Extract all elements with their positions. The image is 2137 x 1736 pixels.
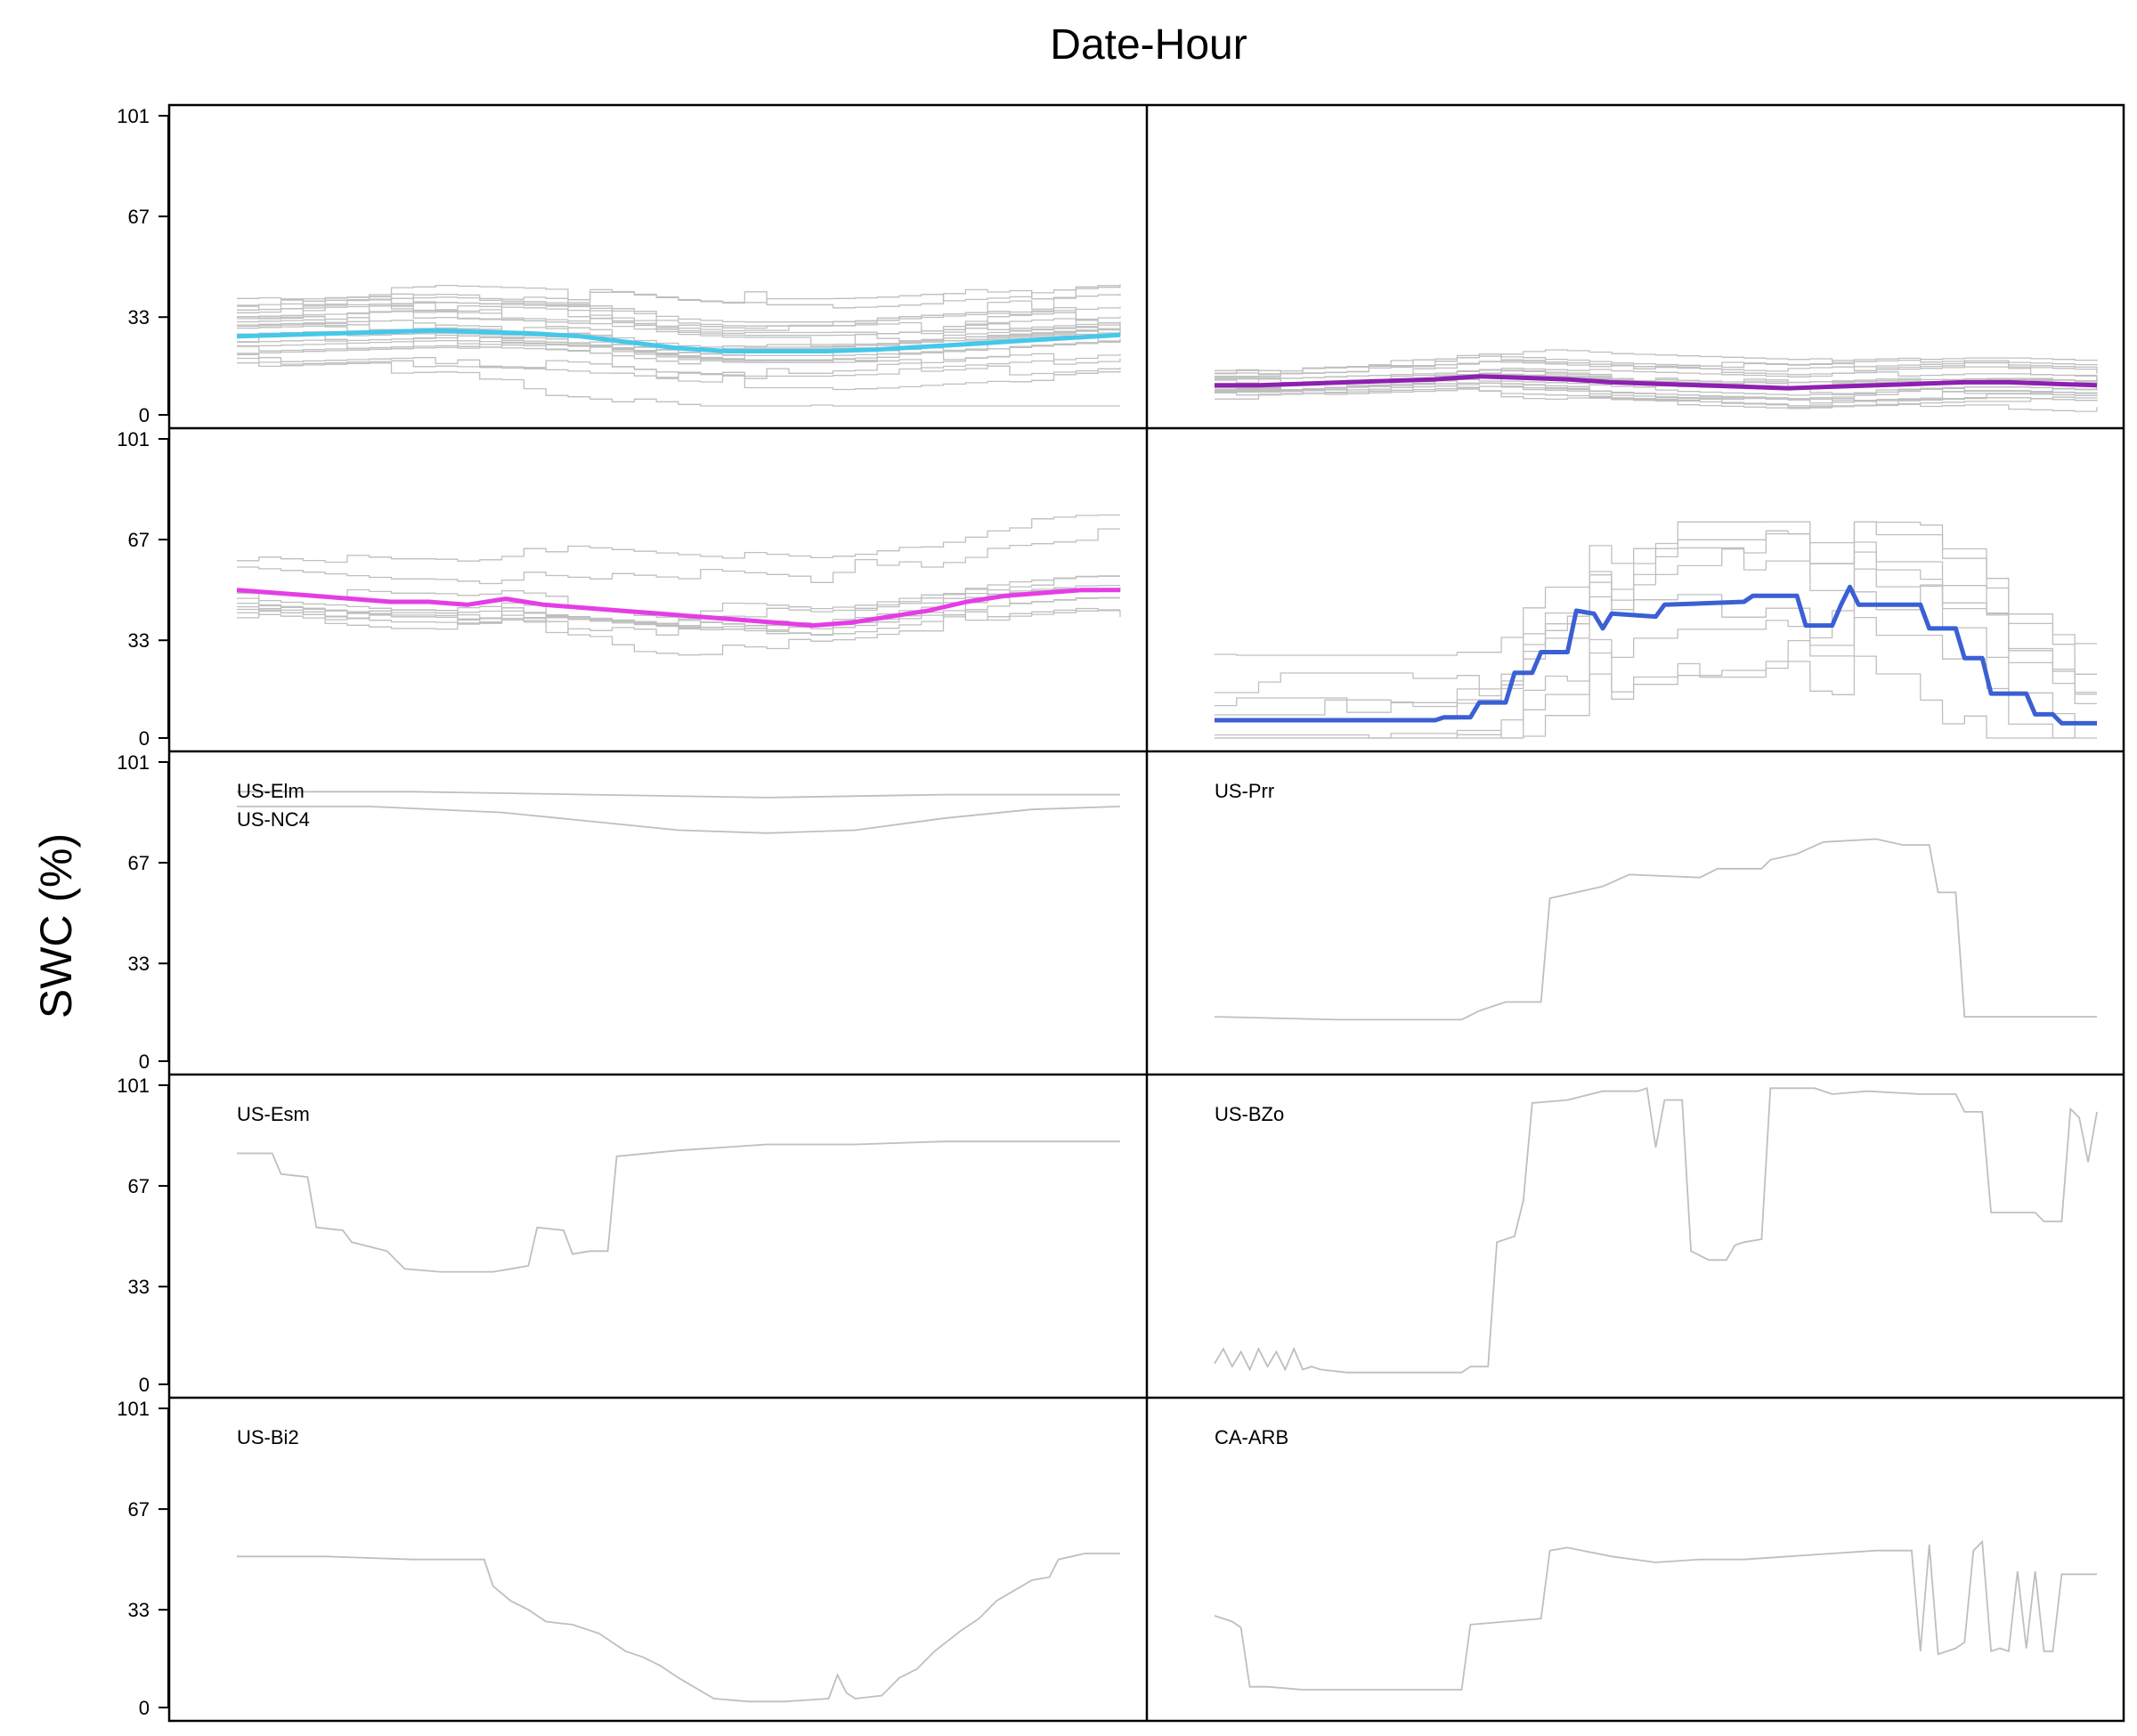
panel-4-1: CA-ARB xyxy=(1214,1426,2097,1691)
y-axis-label: SWC (%) xyxy=(31,833,81,1018)
panel-3-1: US-BZo xyxy=(1214,1087,2098,1374)
background-trace xyxy=(1215,616,2097,739)
background-trace xyxy=(237,353,1120,407)
site-series-line xyxy=(237,1140,1120,1273)
site-label: US-NC4 xyxy=(237,808,310,831)
site-label: US-Elm xyxy=(237,780,305,802)
panel-4-0: US-Bi2 xyxy=(237,1426,1120,1703)
background-trace xyxy=(237,528,1120,585)
y-tick-label: 33 xyxy=(128,1599,150,1621)
panel-0-0 xyxy=(236,284,1121,407)
y-tick-label: 0 xyxy=(139,1051,150,1073)
panel-1-1 xyxy=(1215,521,2097,739)
y-tick-label: 67 xyxy=(128,206,150,228)
background-trace xyxy=(1215,353,2098,375)
y-tick-label: 0 xyxy=(139,404,150,426)
background-trace xyxy=(237,327,1121,361)
panel-2-0: US-Elm US-NC4 xyxy=(237,780,1121,834)
y-axis-row-2: 0 33 67 101 xyxy=(117,751,169,1073)
panel-0-1 xyxy=(1215,349,2098,412)
background-trace xyxy=(237,316,1121,376)
site-series-line xyxy=(237,1553,1120,1703)
y-tick-label: 101 xyxy=(117,428,150,450)
background-trace xyxy=(237,607,1120,656)
background-trace xyxy=(237,587,1121,620)
mean-series-line xyxy=(236,588,1120,629)
y-tick-label: 101 xyxy=(117,1398,150,1420)
y-tick-label: 33 xyxy=(128,953,150,975)
y-axis-row-3: 0 33 67 101 xyxy=(117,1075,169,1396)
site-label: CA-ARB xyxy=(1215,1426,1288,1448)
y-tick-label: 101 xyxy=(117,105,150,127)
background-trace xyxy=(237,296,1121,342)
chart-title: Date-Hour xyxy=(1050,21,1247,69)
panels: 0336710103367101033671010336710103367101… xyxy=(117,103,2125,1723)
site-series-line xyxy=(237,791,1120,799)
y-tick-label: 33 xyxy=(128,306,150,329)
site-series-line xyxy=(1214,1539,2097,1691)
y-tick-label: 0 xyxy=(139,1374,150,1396)
panel-2-1: US-Prr xyxy=(1214,780,2097,1021)
y-tick-label: 0 xyxy=(139,1697,150,1719)
background-trace xyxy=(1215,521,2097,720)
site-label: US-Prr xyxy=(1215,780,1274,802)
y-axis-row-0: 0 33 67 101 xyxy=(117,105,169,426)
y-axis-row-1: 0 33 67 101 xyxy=(117,428,169,750)
mean-series-line xyxy=(1215,584,2097,726)
mean-series-line xyxy=(1215,374,2098,391)
background-trace xyxy=(1215,388,2098,409)
site-label: US-Esm xyxy=(237,1103,310,1125)
y-tick-label: 0 xyxy=(139,727,150,750)
y-tick-label: 33 xyxy=(128,1276,150,1298)
y-tick-label: 67 xyxy=(128,529,150,551)
site-label: US-Bi2 xyxy=(237,1426,299,1448)
y-tick-label: 33 xyxy=(128,629,150,652)
site-label: US-BZo xyxy=(1215,1103,1284,1125)
background-trace xyxy=(237,284,1121,320)
background-trace xyxy=(1215,530,2097,705)
background-trace xyxy=(1215,547,2097,697)
y-tick-label: 67 xyxy=(128,1498,150,1521)
background-trace xyxy=(1215,652,2097,739)
site-series-line xyxy=(1214,1087,2098,1374)
background-trace xyxy=(237,596,1120,630)
background-trace xyxy=(1215,382,2098,404)
y-axis-row-4: 0 33 67 101 xyxy=(117,1398,169,1719)
site-series-line xyxy=(1214,838,2097,1021)
panel-1-0 xyxy=(236,514,1121,656)
background-trace xyxy=(237,514,1120,564)
y-tick-label: 101 xyxy=(117,751,150,774)
site-series-line xyxy=(237,806,1121,834)
y-tick-label: 67 xyxy=(128,1175,150,1197)
background-trace xyxy=(237,575,1120,631)
y-tick-label: 67 xyxy=(128,852,150,874)
background-trace xyxy=(237,596,1120,636)
background-trace xyxy=(1215,584,2097,739)
background-trace xyxy=(1215,377,2098,396)
y-tick-label: 101 xyxy=(117,1075,150,1097)
mean-series-line xyxy=(236,328,1121,353)
background-trace xyxy=(237,333,1121,365)
panel-3-0: US-Esm xyxy=(237,1103,1120,1273)
background-trace xyxy=(1215,379,2098,407)
